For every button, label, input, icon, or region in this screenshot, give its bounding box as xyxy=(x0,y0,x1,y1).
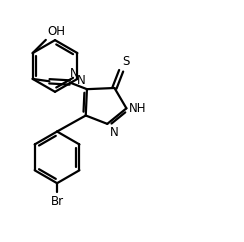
Text: OH: OH xyxy=(47,25,65,38)
Text: NH: NH xyxy=(129,102,146,115)
Text: N: N xyxy=(77,74,86,87)
Text: N: N xyxy=(70,67,79,80)
Text: S: S xyxy=(122,55,129,68)
Text: N: N xyxy=(110,126,118,139)
Text: Br: Br xyxy=(51,195,64,208)
